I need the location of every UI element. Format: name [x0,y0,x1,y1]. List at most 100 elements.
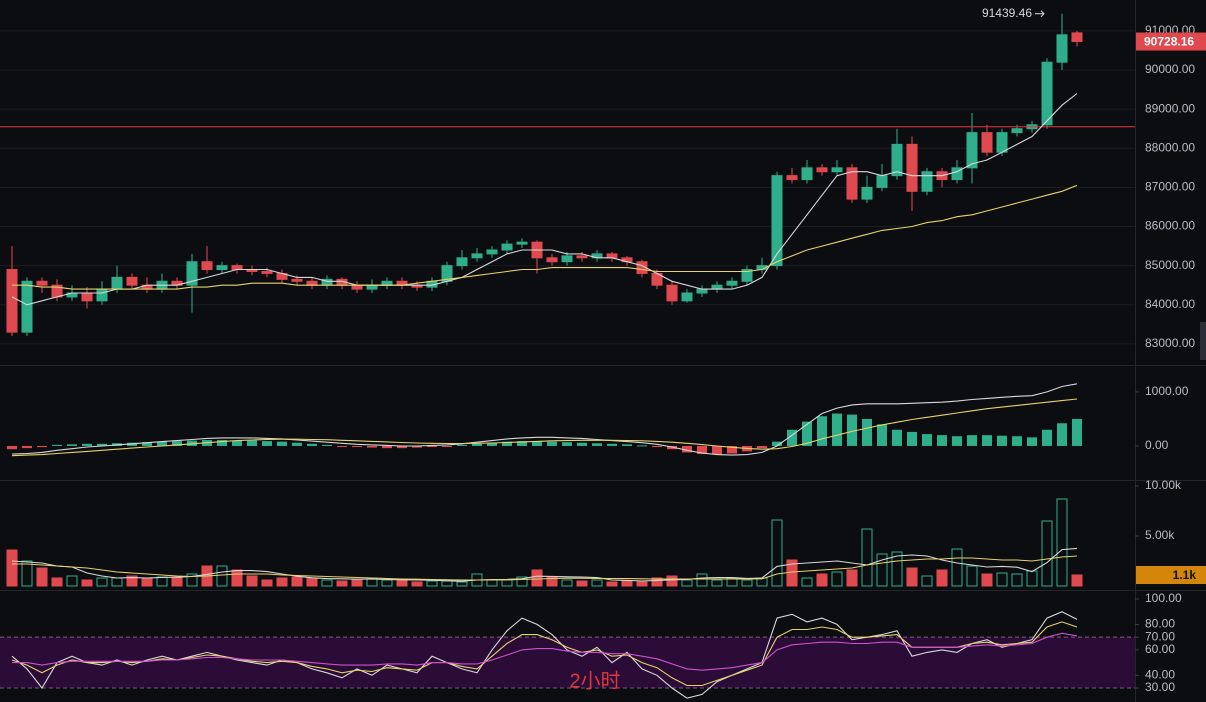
macd-bar [637,445,647,447]
candle-body [36,280,48,286]
candle-body [501,243,513,251]
macd-bar [727,445,737,454]
y-tick-label: 0.00 [1145,438,1169,452]
macd-bar [172,441,182,446]
macd-bar [217,440,227,446]
macd-bar [877,424,887,446]
macd-bar [382,445,392,449]
volume-bar [381,579,393,587]
macd-bar [457,444,467,446]
volume-bar [81,579,93,587]
macd-bar [97,443,107,446]
candle-body [351,284,363,290]
candle-body [726,280,738,286]
volume-bar [651,577,663,587]
candle-body [606,253,618,259]
macd-bar [832,413,842,446]
indicator-line [11,611,1078,699]
volume-bar [1056,498,1068,587]
candle-body [681,292,693,302]
annotation-arrowhead [1040,10,1045,18]
volume-bar [606,581,618,587]
volume-bar [621,580,633,587]
volume-bar [966,565,978,587]
candle-body [456,257,468,267]
candle-body [471,253,483,259]
macd-bar [397,445,407,449]
macd-bar [967,435,977,446]
candle-body [546,257,558,263]
macd-bar [442,445,452,447]
candle-body [216,265,228,271]
volume-bar [666,575,678,587]
scroll-handle[interactable] [1200,322,1206,360]
volume-bar [1011,573,1023,587]
y-tick-label: 89000.00 [1145,101,1195,115]
volume-bar [696,573,708,587]
volume-bar [336,580,348,587]
macd-bar [517,441,527,446]
macd-bar [7,445,17,450]
candle-body [696,288,708,294]
candle-body [306,280,318,286]
candle-body [666,284,678,302]
y-tick-label: 40.00 [1145,667,1175,681]
interval-label: 2小时 [569,669,620,692]
macd-bar [427,445,437,448]
candle-body [6,269,18,333]
macd-bar [982,435,992,446]
candle-body [381,280,393,286]
candle-body [1041,61,1053,126]
indicator-line [11,398,1078,457]
volume-bar [411,581,423,587]
volume-bar [921,575,933,587]
y-tick-label: 100.00 [1145,591,1182,605]
volume-bar [996,572,1008,587]
macd-bar [22,445,32,449]
candle-body [816,167,828,173]
candle-body [1011,128,1023,134]
rsi-band [0,637,1135,689]
macd-bar [577,442,587,446]
volume-bar [546,576,558,587]
candle-body [981,132,993,153]
macd-bar [847,414,857,446]
volume-bar [6,549,18,587]
macd-bar [712,445,722,455]
macd-bar [997,435,1007,446]
volume-bar [891,551,903,587]
volume-bar [981,573,993,587]
candle-body [921,171,933,192]
candle-body [186,261,198,286]
volume-bar [321,579,333,587]
indicator-line [11,93,1078,306]
volume-bar [1071,574,1083,587]
macd-bar [892,429,902,446]
macd-bar [562,442,572,446]
macd-bar [547,441,557,446]
volume-bar [636,581,648,587]
volume-bar [216,565,228,587]
y-tick-label: 85000.00 [1145,258,1195,272]
price-tag [1136,32,1206,51]
macd-bar [1057,423,1067,446]
candle-body [711,284,723,290]
macd-bar [697,445,707,455]
macd-bar [142,442,152,446]
volume-bar [261,579,273,587]
volume-bar [351,579,363,587]
macd-bar [952,436,962,446]
macd-bar [52,444,62,446]
candle-body [846,167,858,200]
volume-tag-label: 1.1k [1173,568,1197,582]
candle-body [771,175,783,267]
y-tick-label: 60.00 [1145,642,1175,656]
macd-bar [922,434,932,446]
macd-bar [307,443,317,446]
y-tick-label: 88000.00 [1145,140,1195,154]
macd-bar [1027,437,1037,446]
macd-bar [37,445,47,448]
macd-bar [1072,418,1082,446]
volume-bar [276,577,288,587]
